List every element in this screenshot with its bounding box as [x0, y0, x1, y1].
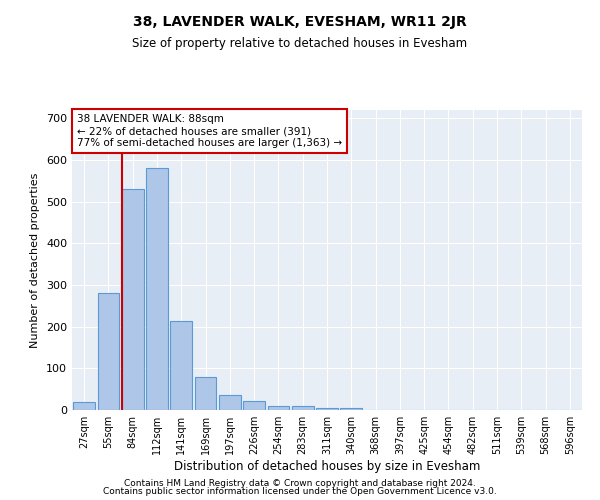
Text: Size of property relative to detached houses in Evesham: Size of property relative to detached ho…: [133, 38, 467, 51]
Bar: [73, 402, 95, 410]
Bar: [170, 322, 192, 410]
Bar: [122, 189, 143, 410]
Text: Contains HM Land Registry data © Crown copyright and database right 2024.: Contains HM Land Registry data © Crown c…: [124, 478, 476, 488]
Text: Contains public sector information licensed under the Open Government Licence v3: Contains public sector information licen…: [103, 487, 497, 496]
Bar: [316, 408, 338, 410]
Bar: [194, 376, 217, 410]
Text: 38 LAVENDER WALK: 88sqm
← 22% of detached houses are smaller (391)
77% of semi-d: 38 LAVENDER WALK: 88sqm ← 22% of detache…: [77, 114, 342, 148]
Bar: [268, 406, 289, 410]
Text: 38, LAVENDER WALK, EVESHAM, WR11 2JR: 38, LAVENDER WALK, EVESHAM, WR11 2JR: [133, 15, 467, 29]
Bar: [146, 168, 168, 410]
Bar: [97, 294, 119, 410]
Y-axis label: Number of detached properties: Number of detached properties: [31, 172, 40, 348]
X-axis label: Distribution of detached houses by size in Evesham: Distribution of detached houses by size …: [174, 460, 480, 473]
Bar: [292, 406, 314, 410]
Bar: [340, 408, 362, 410]
Bar: [243, 401, 265, 410]
Bar: [219, 394, 241, 410]
